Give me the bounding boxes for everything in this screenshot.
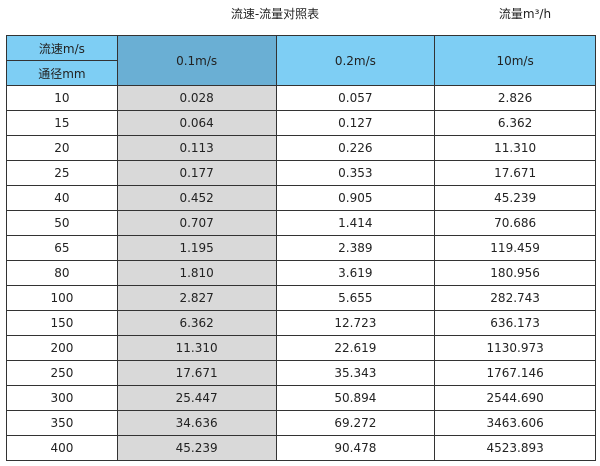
- diameter-cell: 20: [6, 135, 118, 161]
- diameter-cell: 250: [6, 360, 118, 386]
- unit-label: 流量m³/h: [498, 7, 552, 21]
- flow-cell: 1.810: [116, 260, 277, 286]
- flow-cell: 4523.893: [434, 435, 596, 461]
- flow-cell: 1130.973: [434, 335, 596, 361]
- flow-cell: 45.239: [116, 435, 277, 461]
- flow-cell: 11.310: [434, 135, 596, 161]
- table-row: 150 6.362 12.723 636.173: [6, 310, 596, 336]
- velocity-header: 流速m/s: [6, 35, 118, 61]
- flow-cell: 0.113: [116, 135, 277, 161]
- flow-table: 流速m/s 0.1m/s 0.2m/s 10m/s 通径mm 10 0.028 0.…: [6, 35, 596, 461]
- table-row: 50 0.707 1.414 70.686: [6, 210, 596, 236]
- diameter-header: 通径mm: [6, 60, 118, 86]
- flow-cell: 1.195: [116, 235, 277, 261]
- flow-cell: 3.619: [275, 260, 436, 286]
- flow-cell: 69.272: [275, 410, 436, 436]
- flow-cell: 282.743: [434, 285, 596, 311]
- flow-cell: 0.452: [116, 185, 277, 211]
- flow-cell: 35.343: [275, 360, 436, 386]
- table-row: 20 0.113 0.226 11.310: [6, 135, 596, 161]
- flow-cell: 3463.606: [434, 410, 596, 436]
- table-row: 40 0.452 0.905 45.239: [6, 185, 596, 211]
- diameter-cell: 150: [6, 310, 118, 336]
- table-row: 100 2.827 5.655 282.743: [6, 285, 596, 311]
- diameter-cell: 100: [6, 285, 118, 311]
- flow-cell: 0.226: [275, 135, 436, 161]
- flow-cell: 25.447: [116, 385, 277, 411]
- flow-cell: 0.057: [275, 85, 436, 111]
- table-title: 流速-流量对照表: [230, 7, 320, 21]
- flow-cell: 6.362: [116, 310, 277, 336]
- flow-cell: 22.619: [275, 335, 436, 361]
- flow-cell: 17.671: [434, 160, 596, 186]
- flow-cell: 50.894: [275, 385, 436, 411]
- diameter-cell: 65: [6, 235, 118, 261]
- flow-cell: 0.353: [275, 160, 436, 186]
- table-row: 80 1.810 3.619 180.956: [6, 260, 596, 286]
- table-row: 250 17.671 35.343 1767.146: [6, 360, 596, 386]
- flow-cell: 0.177: [116, 160, 277, 186]
- flow-cell: 180.956: [434, 260, 596, 286]
- flow-cell: 70.686: [434, 210, 596, 236]
- diameter-cell: 80: [6, 260, 118, 286]
- flow-cell: 5.655: [275, 285, 436, 311]
- flow-cell: 2.389: [275, 235, 436, 261]
- table-row: 15 0.064 0.127 6.362: [6, 110, 596, 136]
- col-header-10: 10m/s: [434, 35, 596, 86]
- flow-cell: 45.239: [434, 185, 596, 211]
- flow-cell: 90.478: [275, 435, 436, 461]
- flow-cell: 1767.146: [434, 360, 596, 386]
- diameter-cell: 350: [6, 410, 118, 436]
- table-row: 400 45.239 90.478 4523.893: [6, 435, 596, 461]
- flow-cell: 0.127: [275, 110, 436, 136]
- col-header-0.2: 0.2m/s: [275, 35, 436, 86]
- diameter-cell: 10: [6, 85, 118, 111]
- flow-cell: 0.905: [275, 185, 436, 211]
- table-row: 25 0.177 0.353 17.671: [6, 160, 596, 186]
- table-row: 200 11.310 22.619 1130.973: [6, 335, 596, 361]
- flow-cell: 1.414: [275, 210, 436, 236]
- flow-cell: 0.028: [116, 85, 277, 111]
- table-row: 300 25.447 50.894 2544.690: [6, 385, 596, 411]
- diameter-cell: 15: [6, 110, 118, 136]
- table-row: 65 1.195 2.389 119.459: [6, 235, 596, 261]
- flow-cell: 2544.690: [434, 385, 596, 411]
- flow-cell: 2.826: [434, 85, 596, 111]
- flow-cell: 2.827: [116, 285, 277, 311]
- diameter-cell: 400: [6, 435, 118, 461]
- flow-cell: 119.459: [434, 235, 596, 261]
- diameter-cell: 300: [6, 385, 118, 411]
- flow-cell: 17.671: [116, 360, 277, 386]
- diameter-cell: 25: [6, 160, 118, 186]
- flow-cell: 34.636: [116, 410, 277, 436]
- diameter-cell: 50: [6, 210, 118, 236]
- flow-cell: 12.723: [275, 310, 436, 336]
- diameter-cell: 40: [6, 185, 118, 211]
- flow-cell: 6.362: [434, 110, 596, 136]
- col-header-0.1: 0.1m/s: [116, 35, 277, 86]
- table-row: 10 0.028 0.057 2.826: [6, 85, 596, 111]
- table-row: 350 34.636 69.272 3463.606: [6, 410, 596, 436]
- flow-cell: 636.173: [434, 310, 596, 336]
- diameter-cell: 200: [6, 335, 118, 361]
- flow-cell: 0.064: [116, 110, 277, 136]
- flow-cell: 0.707: [116, 210, 277, 236]
- flow-cell: 11.310: [116, 335, 277, 361]
